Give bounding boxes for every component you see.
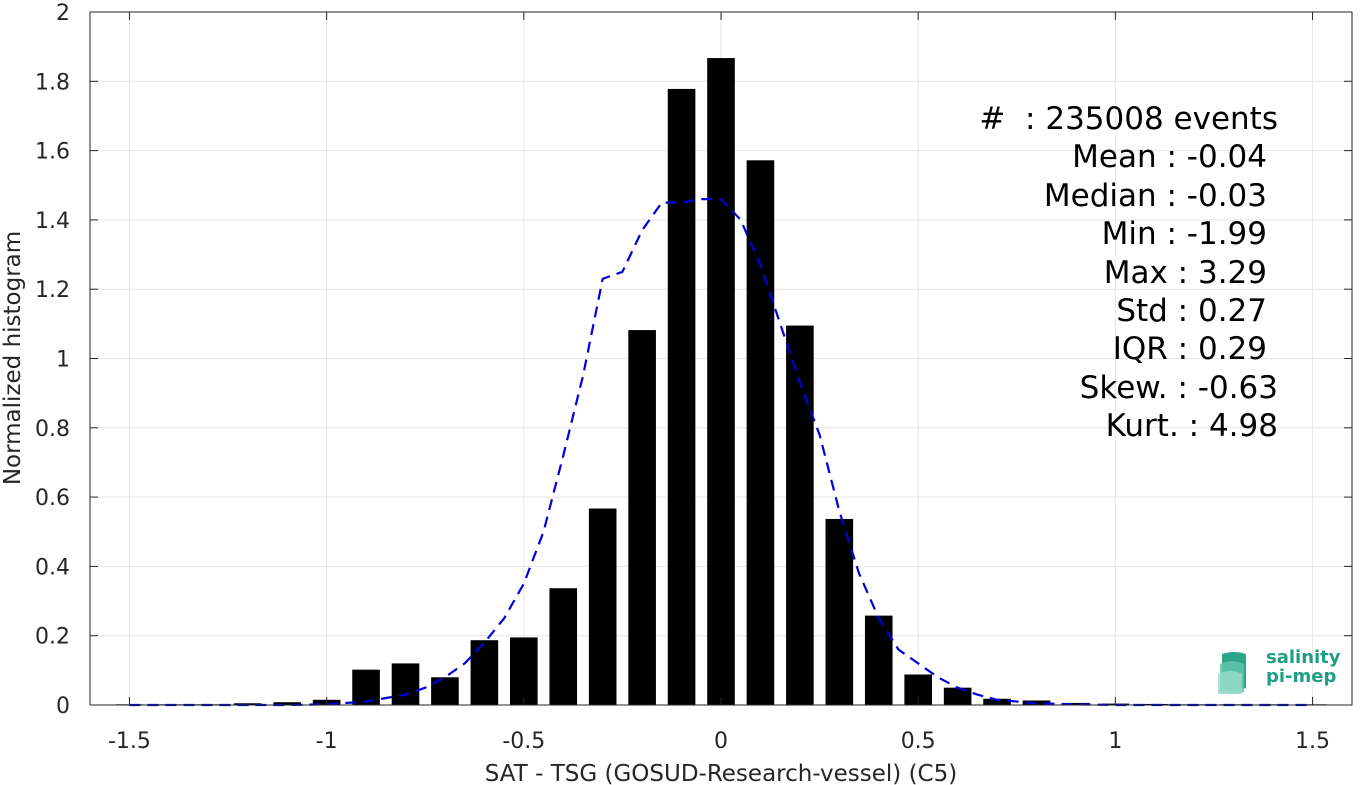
salinity-pi-mep-logo xyxy=(1218,652,1246,694)
stat-skew: Skew. : -0.63 xyxy=(1079,369,1278,406)
logo-line-2: pi-mep xyxy=(1266,666,1337,687)
x-tick-label-4: 0.5 xyxy=(901,729,936,754)
x-axis-label: SAT - TSG (GOSUD-Research-vessel) (C5) xyxy=(485,761,957,785)
y-tick-label-8: 1.6 xyxy=(35,140,70,165)
logo-waves-icon xyxy=(1218,652,1246,694)
stat-events: # : 235008 events xyxy=(979,101,1278,137)
y-tick-label-5: 1 xyxy=(56,348,70,373)
histogram-bar-18 xyxy=(825,518,854,705)
stat-kurt: Kurt. : 4.98 xyxy=(1105,408,1278,445)
y-tick-label-4: 0.8 xyxy=(35,417,70,442)
y-tick-label-7: 1.4 xyxy=(35,209,70,234)
stat-median: Median : -0.03 xyxy=(1043,177,1267,214)
histogram-bar-13 xyxy=(628,330,656,705)
histogram-bar-9 xyxy=(470,640,499,705)
histogram-bar-11 xyxy=(549,588,578,705)
histogram-bar-19 xyxy=(864,615,893,705)
y-axis-ticks: 0 0.2 0.4 0.6 0.8 1 1.2 1.4 1.6 1.8 2 xyxy=(35,1,1352,719)
histogram-bar-12 xyxy=(588,508,617,705)
y-tick-label-2: 0.4 xyxy=(35,555,70,580)
stat-max: Max : 3.29 xyxy=(1103,254,1267,291)
y-tick-label-1: 0.2 xyxy=(35,625,70,650)
stat-iqr: IQR : 0.29 xyxy=(1112,331,1267,368)
stat-min: Min : -1.99 xyxy=(1101,216,1267,253)
x-axis-ticks: -1.5 -1 -0.5 0 0.5 1 1.5 xyxy=(108,12,1330,754)
histogram-bar-6 xyxy=(352,669,380,705)
x-tick-label-6: 1.5 xyxy=(1295,729,1330,754)
y-tick-label-6: 1.2 xyxy=(35,278,70,303)
histogram-bar-14 xyxy=(667,88,696,706)
histogram-bar-17 xyxy=(786,325,814,705)
histogram-bar-22 xyxy=(983,698,1011,705)
y-tick-label-3: 0.6 xyxy=(35,486,70,511)
histogram-bar-4 xyxy=(273,702,301,705)
histogram-bar-24 xyxy=(1062,702,1090,705)
logo-text: salinity pi-mep xyxy=(1266,648,1341,686)
y-tick-label-10: 2 xyxy=(56,1,70,26)
statistics-box: # : 235008 events Mean : -0.04 Median : … xyxy=(900,100,1278,446)
stat-std: Std : 0.27 xyxy=(1116,293,1267,330)
y-axis-label: Normalized histogram xyxy=(0,231,26,485)
y-tick-label-9: 1.8 xyxy=(35,70,70,95)
x-tick-label-0: -1.5 xyxy=(108,729,151,754)
stat-mean: Mean : -0.04 xyxy=(1072,139,1267,176)
x-tick-label-3: 0 xyxy=(714,729,728,754)
histogram-bar-16 xyxy=(746,160,775,705)
histogram-bar-15 xyxy=(707,58,735,706)
histogram-bar-21 xyxy=(943,687,972,705)
histogram-bars xyxy=(115,58,1327,706)
histogram-bar-10 xyxy=(510,637,538,705)
logo-line-1: salinity xyxy=(1266,647,1341,668)
x-tick-label-1: -1 xyxy=(316,729,338,754)
x-tick-label-5: 1 xyxy=(1108,729,1122,754)
fit-curve xyxy=(129,198,1313,707)
histogram-bar-7 xyxy=(391,663,420,705)
x-tick-label-2: -0.5 xyxy=(502,729,545,754)
y-tick-label-0: 0 xyxy=(56,694,70,719)
